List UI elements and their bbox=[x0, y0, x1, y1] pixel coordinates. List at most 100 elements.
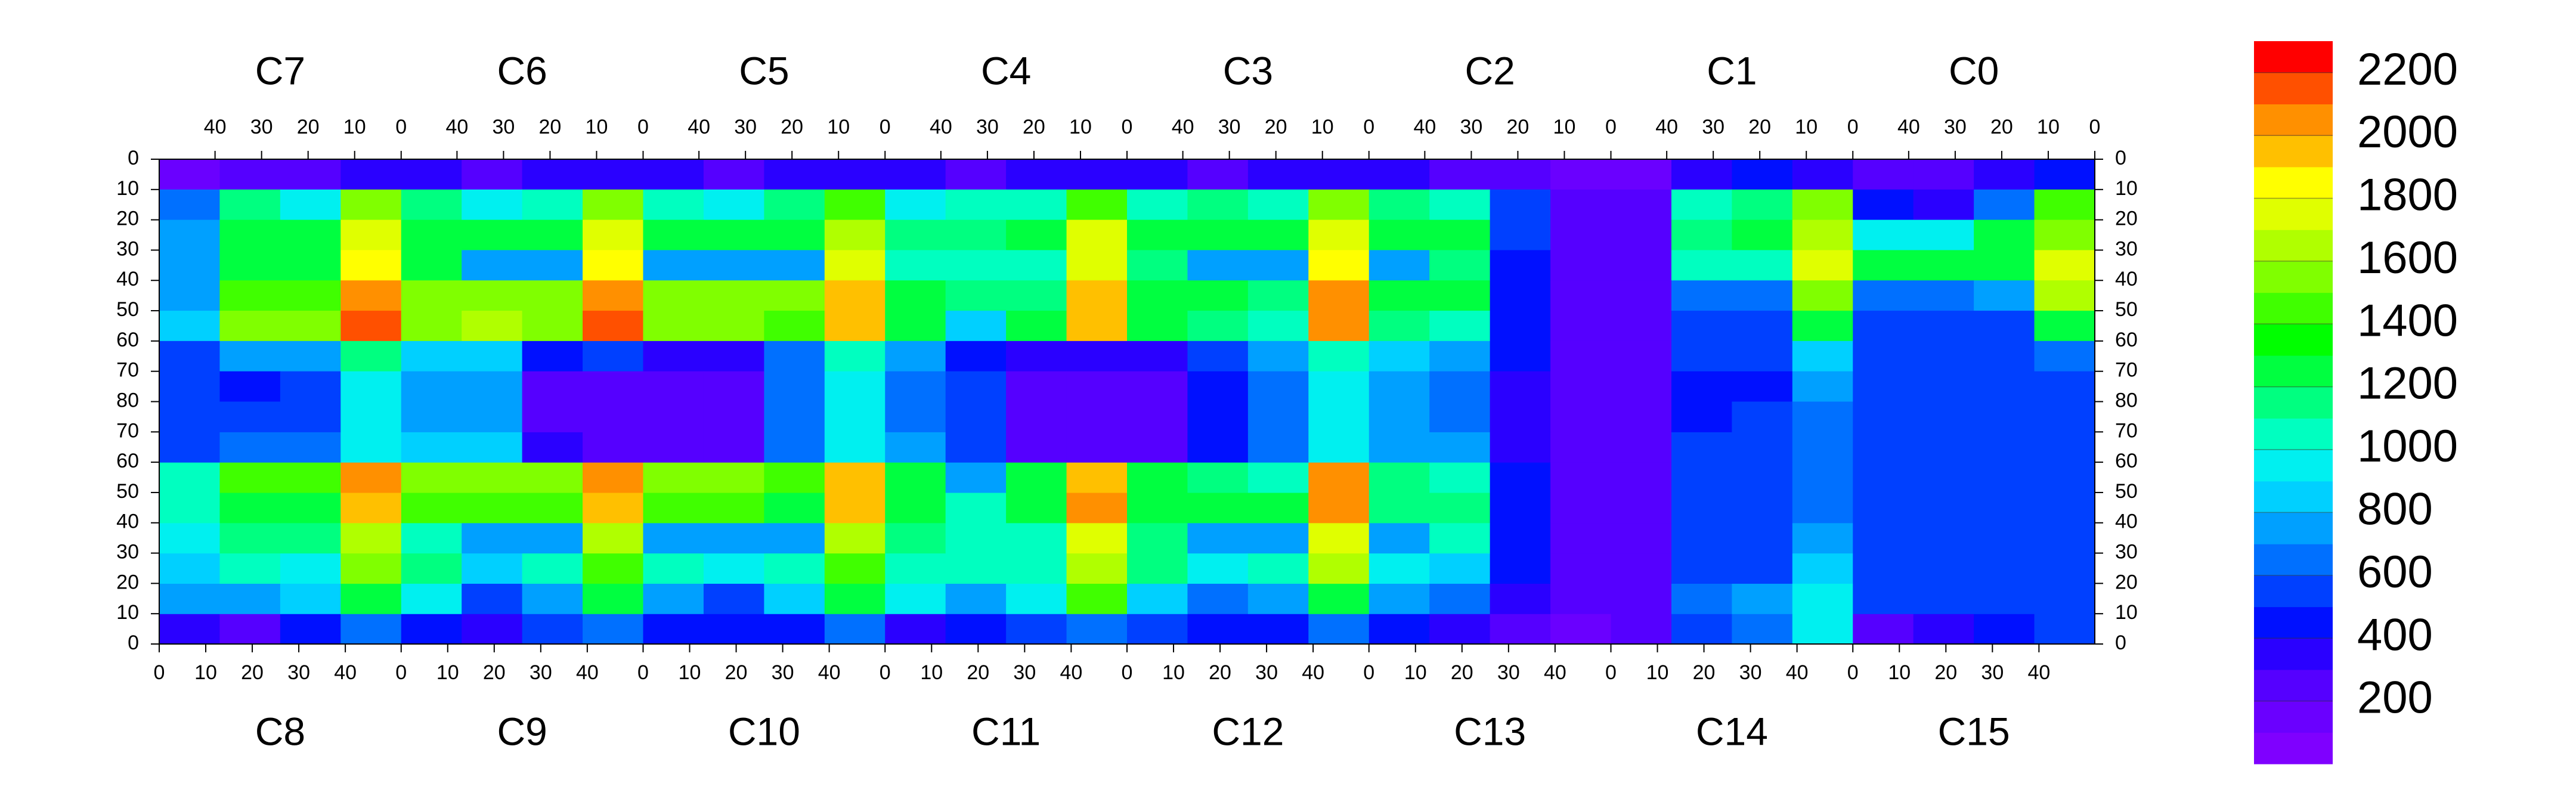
heatmap-cell bbox=[340, 189, 402, 221]
x-tick-label: 0 bbox=[1847, 116, 1859, 138]
heatmap-cell bbox=[1550, 219, 1612, 251]
heatmap-cell bbox=[1006, 189, 1067, 221]
heatmap-cell bbox=[1429, 492, 1491, 524]
heatmap-cell bbox=[462, 159, 523, 190]
heatmap-cell bbox=[643, 250, 704, 281]
heatmap-cell bbox=[1550, 553, 1612, 584]
x-tick-label: 20 bbox=[967, 661, 989, 684]
x-tick-label: 20 bbox=[1209, 661, 1231, 684]
heatmap-cell bbox=[643, 189, 704, 221]
y-tick-label: 30 bbox=[2115, 237, 2138, 260]
heatmap-cell bbox=[703, 219, 764, 251]
heatmap-cell bbox=[1066, 159, 1128, 190]
heatmap-cell bbox=[764, 189, 825, 221]
x-tick-label: 10 bbox=[1553, 116, 1576, 138]
heatmap-cell bbox=[462, 432, 523, 463]
heatmap-cell bbox=[764, 371, 825, 402]
heatmap-cell bbox=[1247, 311, 1309, 342]
heatmap-cell bbox=[1006, 311, 1067, 342]
heatmap-cell bbox=[1187, 250, 1249, 281]
colorbar-band bbox=[2254, 732, 2333, 764]
heatmap-cell bbox=[1308, 614, 1370, 645]
heatmap-cell bbox=[764, 219, 825, 251]
heatmap-cell bbox=[1550, 371, 1612, 402]
heatmap-cell bbox=[1187, 614, 1249, 645]
heatmap-cell bbox=[1187, 219, 1249, 251]
x-tick-label: 40 bbox=[1060, 661, 1082, 684]
y-tick-label: 20 bbox=[116, 571, 139, 593]
colorbar-band bbox=[2254, 41, 2333, 73]
heatmap-cell bbox=[219, 432, 281, 463]
heatmap-cell bbox=[2034, 159, 2095, 190]
heatmap-cell bbox=[1247, 522, 1309, 554]
heatmap-cell bbox=[1127, 311, 1188, 342]
heatmap-cell bbox=[885, 280, 946, 311]
heatmap-cell bbox=[1308, 401, 1370, 432]
heatmap-cell bbox=[159, 311, 221, 342]
heatmap-cell bbox=[1732, 401, 1793, 432]
y-tick-label: 60 bbox=[2115, 329, 2138, 351]
x-tick-label: 20 bbox=[1693, 661, 1716, 684]
heatmap-cell bbox=[1247, 553, 1309, 584]
heatmap-cell bbox=[280, 159, 341, 190]
heatmap-cell bbox=[1792, 462, 1853, 493]
heatmap-cell bbox=[1127, 432, 1188, 463]
heatmap-cell bbox=[945, 250, 1007, 281]
heatmap-cell bbox=[280, 189, 341, 221]
heatmap-cell bbox=[1853, 159, 1914, 190]
x-tick-label: 20 bbox=[483, 661, 506, 684]
colorbar-band bbox=[2254, 166, 2333, 199]
colorbar-band bbox=[2254, 230, 2333, 262]
heatmap-cell bbox=[1247, 401, 1309, 432]
y-tick-label: 80 bbox=[116, 389, 139, 411]
x-tick-label: 10 bbox=[194, 661, 217, 684]
heatmap-cell bbox=[1187, 189, 1249, 221]
heatmap-cell bbox=[824, 371, 886, 402]
heatmap-cell bbox=[1247, 250, 1309, 281]
heatmap-cell bbox=[1732, 280, 1793, 311]
heatmap-cell bbox=[1308, 583, 1370, 614]
heatmap-cell bbox=[1732, 583, 1793, 614]
y-tick-label: 50 bbox=[116, 298, 139, 321]
heatmap-cell bbox=[1127, 583, 1188, 614]
heatmap-cell bbox=[824, 462, 886, 493]
heatmap-cell bbox=[1247, 219, 1309, 251]
heatmap-cell bbox=[1974, 189, 2035, 221]
heatmap-cell bbox=[1368, 311, 1430, 342]
heatmap-cell bbox=[1066, 614, 1128, 645]
heatmap-cell bbox=[219, 250, 281, 281]
heatmap-cell bbox=[1853, 280, 1914, 311]
x-tick-label: 40 bbox=[1897, 116, 1920, 138]
heatmap-cell bbox=[1368, 614, 1430, 645]
heatmap-cell bbox=[824, 219, 886, 251]
heatmap-cell bbox=[1974, 401, 2035, 432]
x-tick-label: 20 bbox=[241, 661, 264, 684]
heatmap-cell bbox=[462, 492, 523, 524]
heatmap-cell bbox=[280, 432, 341, 463]
heatmap-cell bbox=[522, 311, 583, 342]
heatmap-cell bbox=[1429, 280, 1491, 311]
x-tick-label: 10 bbox=[1404, 661, 1427, 684]
heatmap-cell bbox=[1974, 311, 2035, 342]
heatmap-cell bbox=[1853, 219, 1914, 251]
x-tick-label: 10 bbox=[1162, 661, 1185, 684]
colorbar-band bbox=[2254, 72, 2333, 104]
heatmap-cell bbox=[1550, 614, 1612, 645]
heatmap-cell bbox=[1308, 553, 1370, 584]
heatmap-cell bbox=[159, 401, 221, 432]
heatmap-cell bbox=[1732, 340, 1793, 372]
heatmap-cell bbox=[1308, 462, 1370, 493]
heatmap-cell bbox=[1671, 614, 1732, 645]
x-tick-label: 40 bbox=[445, 116, 468, 138]
x-tick-label: 30 bbox=[1702, 116, 1724, 138]
heatmap-cell bbox=[1792, 189, 1853, 221]
heatmap-cell bbox=[703, 614, 764, 645]
y-tick-label: 10 bbox=[2115, 177, 2138, 200]
heatmap-cell bbox=[1853, 311, 1914, 342]
x-tick-label: 0 bbox=[880, 661, 891, 684]
heatmap-cell bbox=[1490, 340, 1551, 372]
heatmap-cell bbox=[1792, 311, 1853, 342]
heatmap-cell bbox=[703, 401, 764, 432]
heatmap-cell bbox=[1671, 583, 1732, 614]
